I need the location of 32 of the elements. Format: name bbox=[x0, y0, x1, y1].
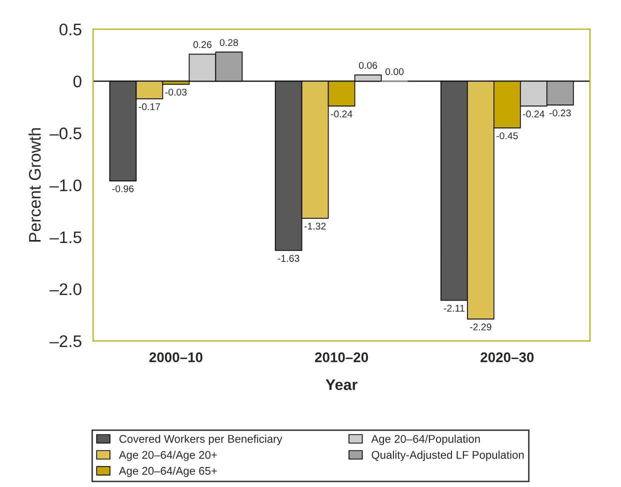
legend-label: Covered Workers per Beneficiary bbox=[119, 434, 282, 446]
y-tick-label: –0.5 bbox=[50, 128, 82, 140]
data-label: -0.96 bbox=[112, 185, 134, 192]
data-label: -2.29 bbox=[470, 324, 492, 330]
x-axis-title: Year bbox=[326, 379, 358, 390]
y-axis-title: Percent Growth bbox=[28, 128, 41, 242]
x-tick-label: 2020–30 bbox=[480, 352, 534, 362]
y-tick-label: 0.5 bbox=[60, 24, 82, 36]
legend-label: Age 20–64/Age 65+ bbox=[118, 466, 217, 477]
data-label: -1.63 bbox=[278, 254, 300, 262]
data-label: -0.03 bbox=[165, 88, 187, 96]
legend-label: Age 20–64/Population bbox=[371, 434, 480, 446]
x-tick-label: 2000–10 bbox=[149, 352, 202, 362]
y-tick-label: –2.5 bbox=[50, 335, 82, 348]
y-tick-label: –2.0 bbox=[50, 283, 82, 296]
data-label: -0.45 bbox=[496, 132, 518, 140]
x-tick-label: 2010–20 bbox=[315, 352, 368, 362]
data-label: 0.00 bbox=[385, 68, 404, 76]
data-label: 0.28 bbox=[220, 39, 238, 46]
data-label: 0.06 bbox=[358, 62, 378, 69]
data-label: -2.11 bbox=[444, 304, 464, 312]
data-label: -0.17 bbox=[138, 103, 160, 110]
y-tick-label: 0 bbox=[73, 76, 82, 88]
y-tick-label: –1.5 bbox=[50, 232, 82, 244]
data-label: -0.24 bbox=[523, 110, 544, 118]
legend-label: Age 20–64/Age 20+ bbox=[118, 450, 217, 462]
legend-label: Quality-Adjusted LF Population bbox=[372, 450, 524, 462]
y-tick-label: –1.0 bbox=[50, 179, 82, 192]
data-label: -1.32 bbox=[304, 222, 326, 230]
data-label: -0.23 bbox=[549, 109, 571, 116]
data-label: -0.24 bbox=[330, 110, 352, 118]
data-label: 0.26 bbox=[193, 41, 212, 48]
